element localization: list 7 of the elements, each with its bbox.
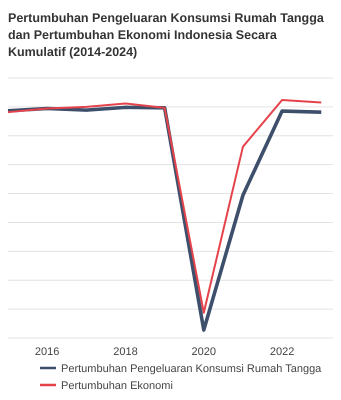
- x-tick-label: 2022: [270, 346, 294, 358]
- x-tick-label: 2016: [34, 346, 60, 358]
- x-tick-label: 2018: [113, 346, 138, 358]
- legend-label: Pertumbuhan Pengeluaran Konsumsi Rumah Tangga: [61, 363, 322, 375]
- x-tick-label: 2020: [192, 346, 216, 358]
- legend-label: Pertumbuhan Ekonomi: [61, 380, 173, 392]
- chart-title: Pertumbuhan Pengeluaran Konsumsi Rumah Tangga dan Pertumbuhan Ekonomi Indonesia Secara Kumulatif (2014-2024): [8, 11, 325, 59]
